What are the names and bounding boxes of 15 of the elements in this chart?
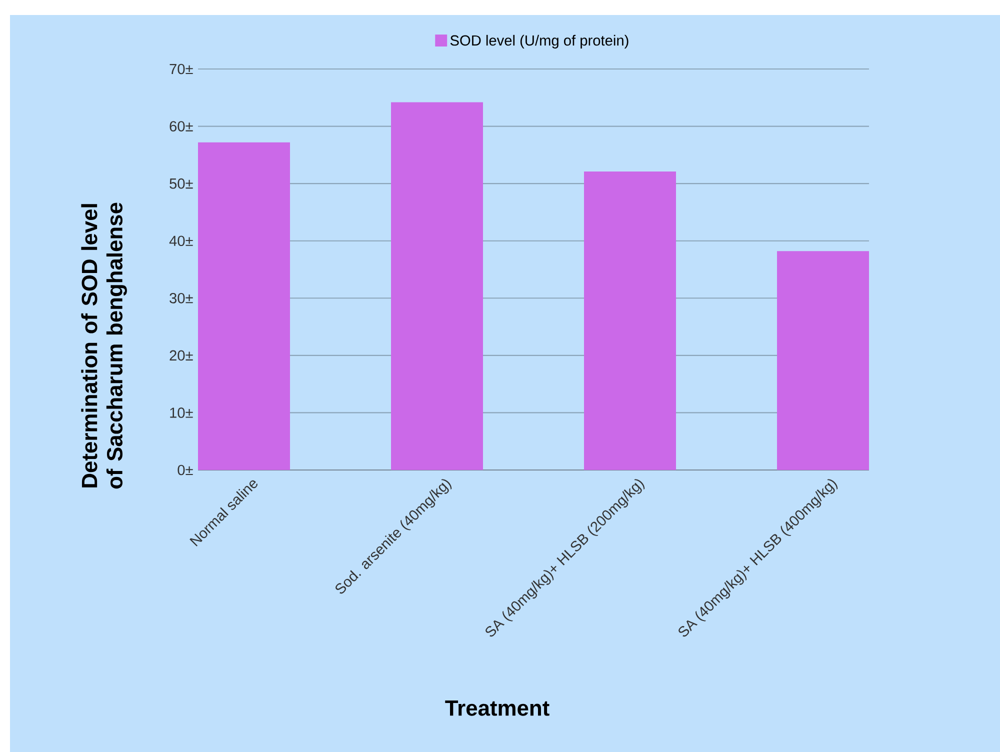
y-tick-label: 30±: [170, 292, 193, 304]
y-tick-label: 60±: [170, 121, 193, 132]
bar: [777, 251, 870, 470]
y-tick-label: 50±: [170, 178, 193, 189]
bar: [391, 102, 484, 470]
y-tick-label: 0±: [178, 464, 193, 476]
y-axis-title: Determination of SOD level of Saccharum benghalense: [81, 202, 127, 489]
bar: [198, 142, 290, 470]
y-tick-label: 40±: [169, 236, 193, 246]
y-tick-label: 10±: [170, 408, 193, 418]
legend-label: SOD level (U/mg of protein): [450, 34, 628, 49]
x-axis-title: Treatment: [445, 700, 550, 716]
y-tick-label: 20±: [170, 350, 193, 361]
y-tick-label: 70±: [170, 64, 193, 74]
bar: [584, 172, 676, 470]
